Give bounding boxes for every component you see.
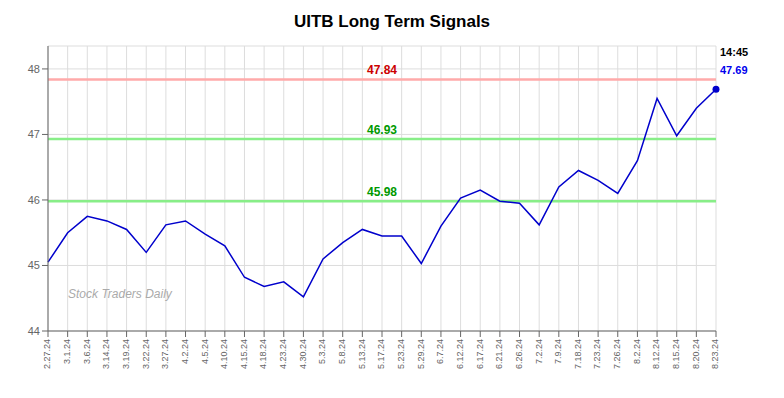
svg-text:3.27.24: 3.27.24 <box>160 339 170 369</box>
svg-text:6.21.24: 6.21.24 <box>494 339 504 369</box>
svg-text:46.93: 46.93 <box>367 123 397 137</box>
svg-text:4.2.24: 4.2.24 <box>180 339 190 364</box>
svg-text:4.23.24: 4.23.24 <box>278 339 288 369</box>
svg-text:7.18.24: 7.18.24 <box>573 339 583 369</box>
svg-text:6.12.24: 6.12.24 <box>455 339 465 369</box>
svg-text:4.18.24: 4.18.24 <box>259 339 269 369</box>
svg-text:3.14.24: 3.14.24 <box>101 339 111 369</box>
svg-text:4.30.24: 4.30.24 <box>298 339 308 369</box>
svg-text:46: 46 <box>28 194 40 206</box>
svg-text:8.12.24: 8.12.24 <box>651 339 661 369</box>
svg-text:2.27.24: 2.27.24 <box>42 339 52 369</box>
svg-text:45: 45 <box>28 259 40 271</box>
svg-text:5.13.24: 5.13.24 <box>357 339 367 369</box>
svg-text:8.15.24: 8.15.24 <box>671 339 681 369</box>
svg-text:8.23.24: 8.23.24 <box>710 339 720 369</box>
svg-text:6.17.24: 6.17.24 <box>475 339 485 369</box>
svg-text:3.1.24: 3.1.24 <box>62 339 72 364</box>
svg-text:8.2.24: 8.2.24 <box>632 339 642 364</box>
html-text:14:45: 14:45 <box>720 46 749 58</box>
svg-text:5.17.24: 5.17.24 <box>376 339 386 369</box>
svg-text:5.23.24: 5.23.24 <box>396 339 406 369</box>
svg-text:7.23.24: 7.23.24 <box>593 339 603 369</box>
svg-text:5.8.24: 5.8.24 <box>337 339 347 364</box>
svg-text:7.26.24: 7.26.24 <box>612 339 622 369</box>
html-text:UITB Long Term Signals: UITB Long Term Signals <box>293 12 491 31</box>
svg-text:4.10.24: 4.10.24 <box>219 339 229 369</box>
svg-text:5.3.24: 5.3.24 <box>317 339 327 364</box>
svg-text:47.84: 47.84 <box>367 63 397 77</box>
svg-text:48: 48 <box>28 63 40 75</box>
svg-text:6.26.24: 6.26.24 <box>514 339 524 369</box>
html-text:47.69: 47.69 <box>720 64 748 76</box>
svg-text:3.22.24: 3.22.24 <box>141 339 151 369</box>
svg-text:7.2.24: 7.2.24 <box>534 339 544 364</box>
svg-text:3.6.24: 3.6.24 <box>82 339 92 364</box>
svg-text:8.20.24: 8.20.24 <box>691 339 701 369</box>
svg-text:44: 44 <box>28 325 40 337</box>
html-text:Stock Traders Daily: Stock Traders Daily <box>68 286 172 301</box>
svg-text:45.98: 45.98 <box>367 185 397 199</box>
svg-text:47: 47 <box>28 128 40 140</box>
svg-text:6.7.24: 6.7.24 <box>435 339 445 364</box>
svg-text:7.9.24: 7.9.24 <box>553 339 563 364</box>
svg-text:3.19.24: 3.19.24 <box>121 339 131 369</box>
svg-text:4.15.24: 4.15.24 <box>239 339 249 369</box>
svg-text:5.29.24: 5.29.24 <box>416 339 426 369</box>
svg-text:4.5.24: 4.5.24 <box>200 339 210 364</box>
